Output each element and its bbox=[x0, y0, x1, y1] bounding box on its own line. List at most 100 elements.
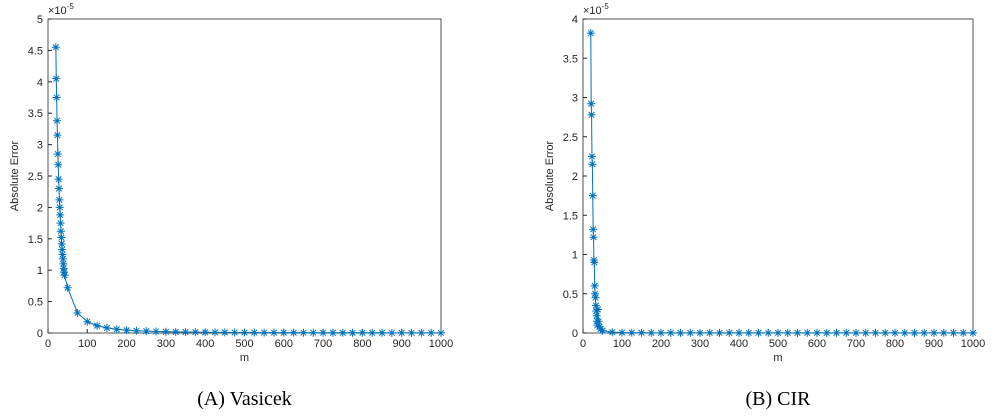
data-marker bbox=[211, 328, 220, 337]
data-marker bbox=[201, 328, 210, 337]
data-marker bbox=[910, 328, 919, 337]
data-marker bbox=[764, 328, 773, 337]
data-marker bbox=[595, 322, 604, 331]
data-marker bbox=[152, 327, 161, 336]
data-marker bbox=[705, 328, 714, 337]
data-marker bbox=[725, 328, 734, 337]
plot-area bbox=[47, 18, 442, 334]
data-marker bbox=[588, 160, 597, 169]
data-marker bbox=[427, 328, 436, 337]
x-tick-label: 300 bbox=[691, 338, 709, 350]
data-marker bbox=[58, 250, 67, 259]
data-marker bbox=[686, 328, 695, 337]
data-marker bbox=[832, 328, 841, 337]
data-marker bbox=[181, 328, 190, 337]
data-marker bbox=[587, 99, 596, 108]
x-tick-label: 0 bbox=[580, 338, 586, 350]
data-marker bbox=[102, 323, 111, 332]
y-tick-label: 2.5 bbox=[563, 132, 578, 144]
data-marker bbox=[52, 93, 61, 102]
data-marker bbox=[52, 74, 61, 83]
data-marker bbox=[93, 321, 102, 330]
y-tick-label: 3.5 bbox=[563, 53, 578, 65]
data-marker bbox=[309, 328, 318, 337]
data-marker bbox=[122, 326, 131, 335]
y-tick-label: 2 bbox=[37, 202, 43, 214]
data-marker bbox=[55, 195, 64, 204]
data-marker bbox=[676, 328, 685, 337]
x-tick-label: 800 bbox=[886, 338, 904, 350]
y-tick-label: 0.5 bbox=[563, 289, 578, 301]
data-marker bbox=[647, 328, 656, 337]
x-tick-label: 500 bbox=[235, 338, 253, 350]
data-marker bbox=[590, 258, 599, 267]
x-tick-label: 1000 bbox=[961, 338, 985, 350]
data-marker bbox=[920, 328, 929, 337]
data-marker bbox=[591, 293, 600, 302]
x-axis-label: m bbox=[240, 352, 249, 364]
y-tick-label: 0 bbox=[572, 328, 578, 340]
data-marker bbox=[230, 328, 239, 337]
data-marker bbox=[269, 328, 278, 337]
data-marker bbox=[591, 301, 600, 310]
x-axis-label: m bbox=[773, 352, 782, 364]
x-tick-label: 600 bbox=[808, 338, 826, 350]
y-axis-label: Absolute Error bbox=[544, 141, 556, 212]
data-marker bbox=[871, 328, 880, 337]
data-marker bbox=[54, 175, 63, 184]
x-tick-label: 400 bbox=[196, 338, 214, 350]
data-marker bbox=[260, 328, 269, 337]
x-tick-label: 600 bbox=[275, 338, 293, 350]
data-marker bbox=[715, 328, 724, 337]
data-marker bbox=[793, 328, 802, 337]
y-tick-label: 1.5 bbox=[563, 210, 578, 222]
x-tick-label: 1000 bbox=[429, 338, 453, 350]
data-marker bbox=[589, 225, 598, 234]
data-marker bbox=[969, 328, 977, 337]
x-tick-label: 200 bbox=[117, 338, 135, 350]
data-marker bbox=[593, 305, 602, 314]
data-marker bbox=[891, 328, 899, 337]
plot-area bbox=[582, 18, 974, 334]
data-marker bbox=[83, 317, 92, 326]
data-marker bbox=[842, 328, 851, 337]
data-marker bbox=[289, 328, 298, 337]
data-marker bbox=[696, 328, 704, 337]
data-marker bbox=[53, 131, 62, 140]
data-marker bbox=[590, 281, 599, 290]
x-tick-label: 800 bbox=[353, 338, 371, 350]
data-marker bbox=[338, 328, 347, 337]
data-marker bbox=[161, 327, 170, 336]
data-marker bbox=[437, 328, 445, 337]
data-marker bbox=[586, 29, 595, 38]
data-marker bbox=[598, 326, 607, 335]
y-tick-label: 1 bbox=[572, 250, 578, 262]
y-multiplier: ×10-5 bbox=[48, 2, 74, 17]
x-tick-label: 900 bbox=[393, 338, 411, 350]
x-tick-label: 300 bbox=[157, 338, 175, 350]
data-marker bbox=[348, 328, 357, 337]
data-marker bbox=[328, 328, 337, 337]
x-tick-label: 400 bbox=[730, 338, 748, 350]
data-marker bbox=[220, 328, 229, 337]
chart: 0 100 200 300 400 500 600 700 800 900 1000 0 0.5 1 1.5… bbox=[9, 2, 453, 410]
data-marker bbox=[51, 43, 60, 52]
data-marker bbox=[666, 328, 675, 337]
data-marker bbox=[813, 328, 821, 337]
y-tick-label: 2.5 bbox=[28, 171, 43, 183]
x-tick-label: 700 bbox=[314, 338, 332, 350]
data-marker bbox=[587, 152, 596, 161]
y-tick-label: 1.5 bbox=[28, 234, 43, 246]
data-marker bbox=[60, 271, 69, 280]
data-marker bbox=[754, 328, 763, 337]
data-marker bbox=[387, 328, 396, 337]
caption: (A) Vasicek bbox=[197, 388, 292, 410]
data-marker bbox=[171, 327, 180, 336]
x-tick-label: 700 bbox=[847, 338, 865, 350]
data-marker bbox=[56, 210, 65, 219]
data-marker bbox=[112, 325, 121, 334]
data-marker bbox=[608, 328, 617, 337]
data-marker bbox=[59, 259, 68, 268]
multiplier-exponent: -5 bbox=[602, 2, 610, 11]
